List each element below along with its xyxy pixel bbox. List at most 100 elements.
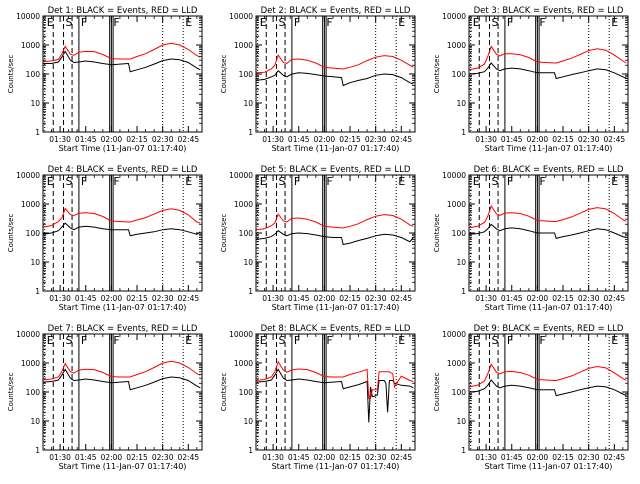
x-tick-label: 02:45 xyxy=(391,294,413,303)
event-marker-label: E xyxy=(260,334,267,347)
x-tick-label: 02:45 xyxy=(604,294,626,303)
x-tick-label: 02:15 xyxy=(339,135,361,144)
plot-frame xyxy=(468,333,629,451)
y-tick-label: 10 xyxy=(243,99,253,108)
y-tick-label: 1000 xyxy=(447,41,466,50)
y-tick-label: 10 xyxy=(456,417,466,426)
y-tick-label: 10000 xyxy=(229,12,253,21)
x-axis-label: Start Time (11-Jan-07 01:17:40) xyxy=(59,303,187,312)
event-marker-label: E xyxy=(611,16,618,29)
x-tick-label: 02:30 xyxy=(365,453,387,462)
chart-title: Det 6: BLACK = Events, RED = LLD xyxy=(474,165,624,175)
event-marker-label: E xyxy=(611,175,618,188)
x-tick-label: 02:30 xyxy=(152,135,174,144)
event-marker-label: F xyxy=(113,175,119,188)
x-axis-label: Start Time (11-Jan-07 01:17:40) xyxy=(485,462,613,471)
x-tick-label: 02:30 xyxy=(578,135,600,144)
y-tick-label: 1000 xyxy=(21,359,40,368)
event-marker-label: F xyxy=(507,16,513,29)
x-tick-label: 01:30 xyxy=(475,135,497,144)
y-tick-label: 100 xyxy=(26,70,41,79)
x-tick-label: 02:00 xyxy=(101,135,123,144)
y-tick-label: 100 xyxy=(26,229,41,238)
y-tick-label: 10000 xyxy=(229,171,253,180)
x-tick-label: 02:30 xyxy=(152,453,174,462)
series-line-lld xyxy=(42,42,201,62)
x-tick-label: 01:45 xyxy=(501,453,523,462)
event-marker-label: F xyxy=(294,16,300,29)
x-tick-label: 01:30 xyxy=(475,294,497,303)
event-marker-label: S xyxy=(492,16,499,29)
x-tick-label: 02:00 xyxy=(527,294,549,303)
chart-title: Det 5: BLACK = Events, RED = LLD xyxy=(261,165,411,175)
x-tick-label: 01:45 xyxy=(75,453,97,462)
event-marker-label: S xyxy=(66,16,73,29)
y-tick-label: 1000 xyxy=(21,200,40,209)
y-tick-label: 1 xyxy=(248,128,253,137)
x-tick-label: 02:30 xyxy=(578,453,600,462)
series-line-events xyxy=(255,230,414,246)
y-tick-label: 1000 xyxy=(447,200,466,209)
y-tick-label: 10 xyxy=(243,417,253,426)
y-tick-label: 10000 xyxy=(442,12,466,21)
y-tick-label: 10 xyxy=(30,258,40,267)
y-tick-label: 1000 xyxy=(21,41,40,50)
chart-title: Det 4: BLACK = Events, RED = LLD xyxy=(48,165,198,175)
y-tick-label: 10000 xyxy=(16,171,40,180)
event-marker-label: E xyxy=(47,16,54,29)
x-tick-label: 02:00 xyxy=(314,135,336,144)
x-tick-label: 02:15 xyxy=(126,294,148,303)
x-tick-label: 02:00 xyxy=(314,294,336,303)
event-marker-label: F xyxy=(294,175,300,188)
y-tick-label: 100 xyxy=(239,229,254,238)
chart-title: Det 8: BLACK = Events, RED = LLD xyxy=(261,324,411,334)
y-tick-label: 10000 xyxy=(442,171,466,180)
series-line-lld xyxy=(255,360,414,399)
event-marker-label: E xyxy=(611,334,618,347)
y-tick-label: 10000 xyxy=(442,330,466,339)
y-tick-label: 100 xyxy=(452,229,467,238)
x-axis-label: Start Time (11-Jan-07 01:17:40) xyxy=(485,144,613,153)
x-tick-label: 01:45 xyxy=(75,294,97,303)
y-tick-label: 1 xyxy=(461,128,466,137)
x-tick-label: 02:30 xyxy=(578,294,600,303)
event-marker-label: E xyxy=(260,175,267,188)
x-tick-label: 02:15 xyxy=(339,294,361,303)
y-tick-label: 10 xyxy=(30,417,40,426)
x-tick-label: 01:30 xyxy=(49,294,71,303)
event-marker-label: F xyxy=(81,16,87,29)
x-tick-label: 01:45 xyxy=(288,294,310,303)
y-tick-label: 1000 xyxy=(234,41,253,50)
y-tick-label: 1000 xyxy=(234,359,253,368)
x-tick-label: 02:15 xyxy=(126,135,148,144)
x-tick-label: 01:30 xyxy=(262,453,284,462)
series-line-lld xyxy=(42,207,201,228)
y-axis-label: Counts/sec xyxy=(433,214,441,253)
x-tick-label: 01:45 xyxy=(501,294,523,303)
series-line-events xyxy=(43,50,201,73)
series-line-events xyxy=(42,222,201,237)
x-tick-label: 02:15 xyxy=(339,453,361,462)
x-tick-label: 02:15 xyxy=(552,453,574,462)
event-marker-label: E xyxy=(398,16,405,29)
series-line-lld xyxy=(255,213,414,231)
plot-frame xyxy=(42,333,203,451)
plot-frame xyxy=(42,174,203,292)
y-tick-label: 10 xyxy=(456,258,466,267)
series-line-events xyxy=(42,368,201,391)
y-axis-label: Counts/sec xyxy=(7,373,15,412)
y-tick-label: 100 xyxy=(239,70,254,79)
x-tick-label: 02:30 xyxy=(152,294,174,303)
y-tick-label: 10000 xyxy=(16,12,40,21)
x-axis-label: Start Time (11-Jan-07 01:17:40) xyxy=(272,462,400,471)
x-axis-label: Start Time (11-Jan-07 01:17:40) xyxy=(272,303,400,312)
y-tick-label: 1 xyxy=(461,287,466,296)
x-axis-label: Start Time (11-Jan-07 01:17:40) xyxy=(59,462,187,471)
series-line-events xyxy=(468,223,627,240)
y-tick-label: 100 xyxy=(239,388,254,397)
